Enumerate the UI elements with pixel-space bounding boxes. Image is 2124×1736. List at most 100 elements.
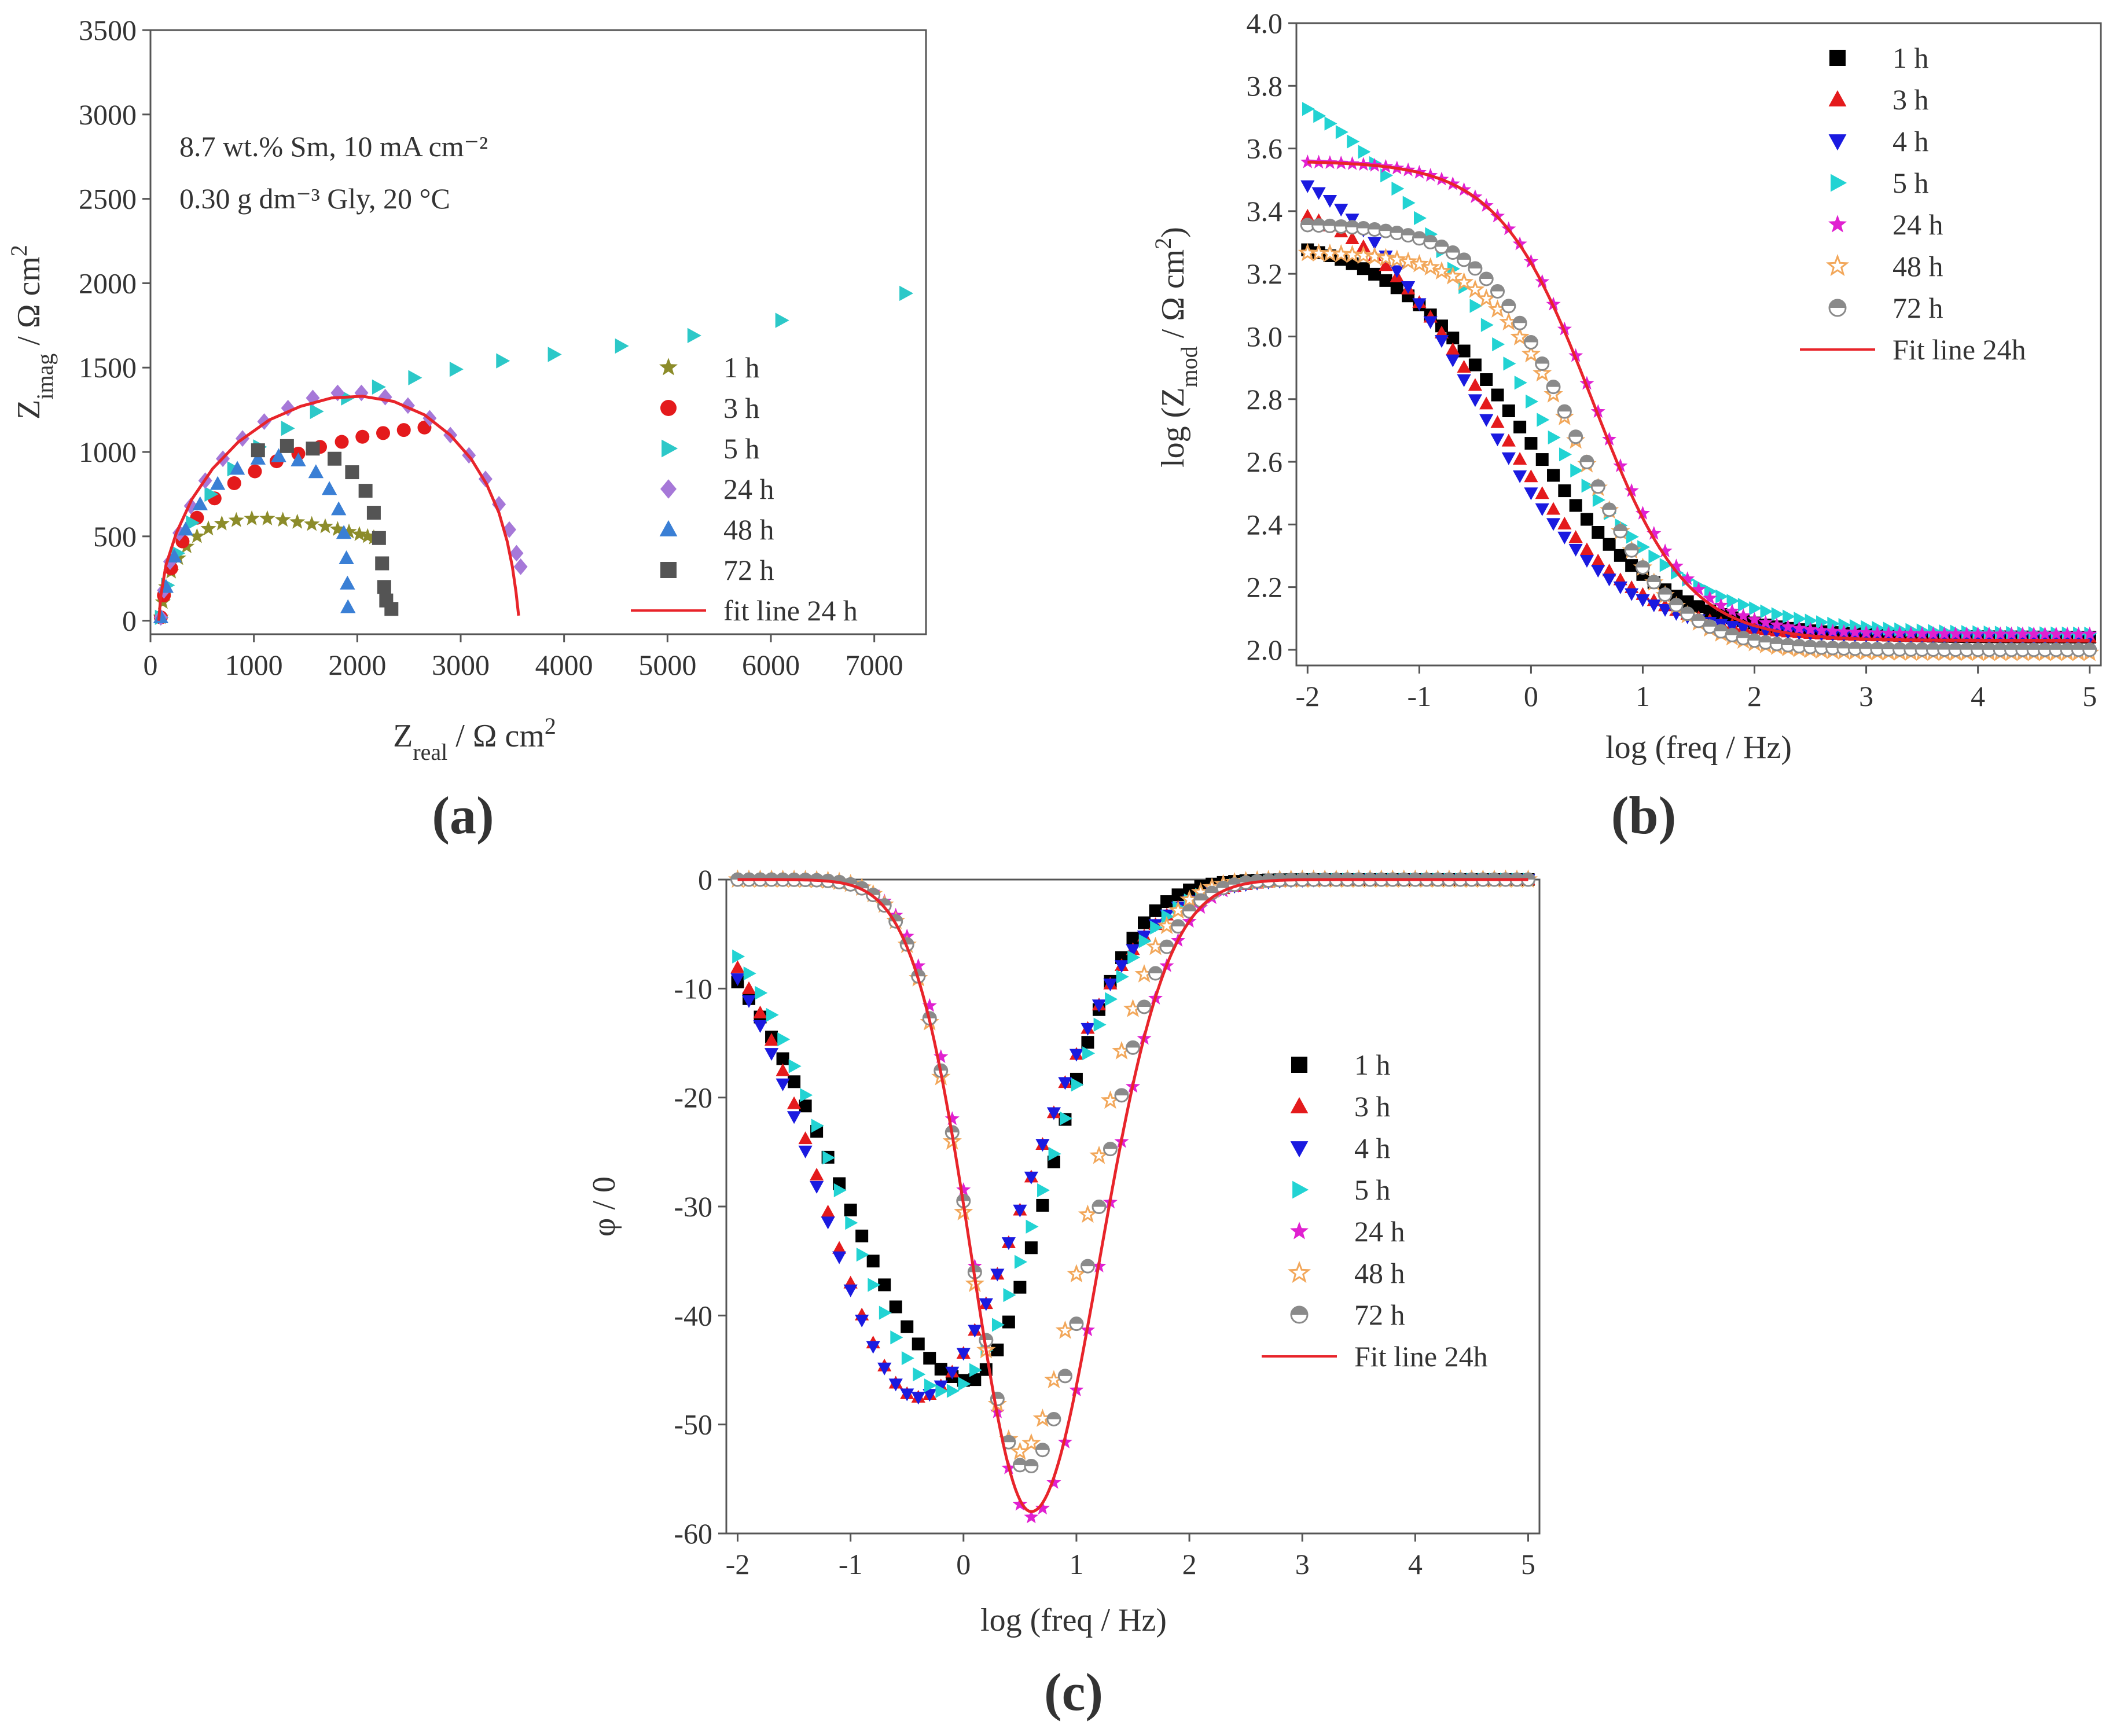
b-point-24-h: [1624, 483, 1639, 497]
a-point-24-h: [492, 496, 506, 513]
c-point-4-h: [787, 1111, 802, 1124]
panel-c-frame: [725, 878, 1541, 1535]
c-point-5-h: [800, 1088, 813, 1102]
c-point-5-h: [766, 1007, 779, 1022]
b-legend-label-3-h: 3 h: [1893, 83, 1929, 116]
a-point-72-h: [366, 506, 381, 520]
b-point-1-h: [1558, 484, 1571, 498]
b-point-24-h: [1747, 612, 1762, 626]
b-point-48-h: [1465, 279, 1485, 298]
a-point-1-h: [289, 513, 306, 529]
b-point-4-h: [1390, 265, 1404, 278]
c-point-72-h: [1103, 1142, 1118, 1157]
c-point-3-h: [764, 1033, 779, 1046]
a-point-5-h: [204, 486, 219, 502]
c-point-24-h: [945, 1111, 960, 1126]
b-point-1-h: [1502, 404, 1515, 417]
b-point-5-h: [1771, 607, 1784, 621]
panel-c-y-axis-title: φ / 0: [586, 1176, 622, 1237]
a-point-1-h: [351, 526, 368, 541]
a-point-48-h: [271, 448, 286, 462]
b-point-1-h: [1592, 525, 1605, 539]
b-point-5-h: [1503, 356, 1516, 371]
a-legend-label-24-h: 24 h: [723, 473, 774, 505]
b-point-5-h: [1335, 125, 1348, 139]
b-point-72-h: [1602, 502, 1617, 517]
b-point-24-h: [1971, 626, 1986, 641]
b-point-72-h: [1457, 252, 1472, 267]
b-point-3-h: [1300, 208, 1315, 222]
a-x-tick-label: 5000: [638, 649, 696, 681]
a-point-24-h: [509, 545, 524, 562]
c-point-5-h: [868, 1278, 881, 1292]
b-point-5-h: [1626, 529, 1639, 544]
b-point-3-h: [1591, 553, 1605, 567]
b-point-5-h: [1347, 134, 1360, 149]
b-point-5-h: [1402, 196, 1416, 210]
a-point-48-h: [340, 599, 356, 613]
a-point-5-h: [281, 421, 295, 436]
c-y-tick-label: -40: [674, 1299, 712, 1332]
c-point-1-h: [1036, 1198, 1049, 1212]
b-point-1-h: [1614, 549, 1627, 562]
c-legend-marker-3-h: [1290, 1097, 1309, 1113]
b-point-72-h: [1959, 642, 1974, 657]
a-point-1-h: [341, 523, 357, 539]
a-point-72-h: [372, 531, 386, 545]
panel-b-label: (b): [1611, 786, 1676, 845]
b-point-4-h: [1468, 394, 1482, 407]
b-point-24-h: [1814, 623, 1829, 637]
b-point-24-h: [2004, 626, 2019, 641]
b-point-72-h: [1669, 598, 1684, 613]
a-point-1-h: [244, 510, 260, 525]
c-x-tick-label: 2: [1182, 1548, 1197, 1580]
a-x-tick-label: 2000: [328, 649, 386, 681]
c-point-72-h: [1148, 966, 1163, 981]
panel-b-ticks: -2 -1 0 1 2 3 4 5 2.0 2.2 2.4 2.6 2.8 3.0 3.2 3.4 3.6 3.8…: [1247, 7, 2097, 712]
a-point-3-h: [355, 429, 370, 444]
c-point-1-h: [844, 1204, 857, 1217]
b-legend-marker-4-h: [1828, 134, 1847, 151]
b-point-4-h: [1736, 622, 1751, 635]
b-point-3-h: [1602, 563, 1616, 576]
b-point-72-h: [1512, 315, 1527, 330]
b-point-1-h: [1692, 600, 1705, 613]
c-point-4-h: [923, 1389, 937, 1402]
b-point-24-h: [2049, 626, 2064, 641]
b-point-5-h: [1783, 609, 1796, 624]
a-y-tick-label: 3000: [79, 98, 137, 131]
c-point-1-h: [968, 1373, 982, 1386]
b-point-4-h: [1401, 281, 1416, 294]
c-point-1-h: [1013, 1281, 1027, 1294]
c-point-1-h: [1024, 1241, 1038, 1255]
b-y-tick-label: 2.8: [1247, 383, 1283, 415]
b-point-4-h: [1825, 629, 1840, 642]
a-y-tick-label: 1500: [79, 351, 137, 384]
a-point-48-h: [166, 549, 182, 563]
b-point-5-h: [1570, 464, 1583, 478]
b-legend-label-72-h: 72 h: [1893, 292, 1943, 324]
a-x-tick-label: 7000: [846, 649, 903, 681]
c-point-5-h: [946, 1384, 960, 1398]
a-point-5-h: [310, 403, 324, 420]
b-x-tick-label: 0: [1524, 680, 1538, 712]
panel-a-label: (a): [432, 786, 494, 845]
a-x-tick-label: 4000: [535, 649, 593, 681]
b-point-24-h: [1736, 608, 1751, 622]
b-point-24-h: [1658, 543, 1673, 558]
b-legend-marker-24-h: [1828, 215, 1847, 233]
b-point-72-h: [1434, 240, 1449, 255]
c-point-4-h: [1069, 1049, 1084, 1062]
b-point-4-h: [1423, 316, 1438, 329]
b-point-72-h: [1412, 231, 1427, 246]
c-point-1-h: [799, 1099, 812, 1113]
c-point-5-h: [1048, 1146, 1061, 1161]
c-point-4-h: [979, 1298, 993, 1311]
b-point-5-h: [1704, 584, 1717, 599]
a-point-1-h: [329, 521, 346, 536]
c-point-5-h: [935, 1384, 949, 1399]
c-point-5-h: [1082, 1046, 1096, 1061]
panel-c-x-axis-title: log (freq / Hz): [980, 1602, 1167, 1638]
b-x-tick-label: 4: [1971, 680, 1985, 712]
c-point-4-h: [911, 1392, 925, 1405]
